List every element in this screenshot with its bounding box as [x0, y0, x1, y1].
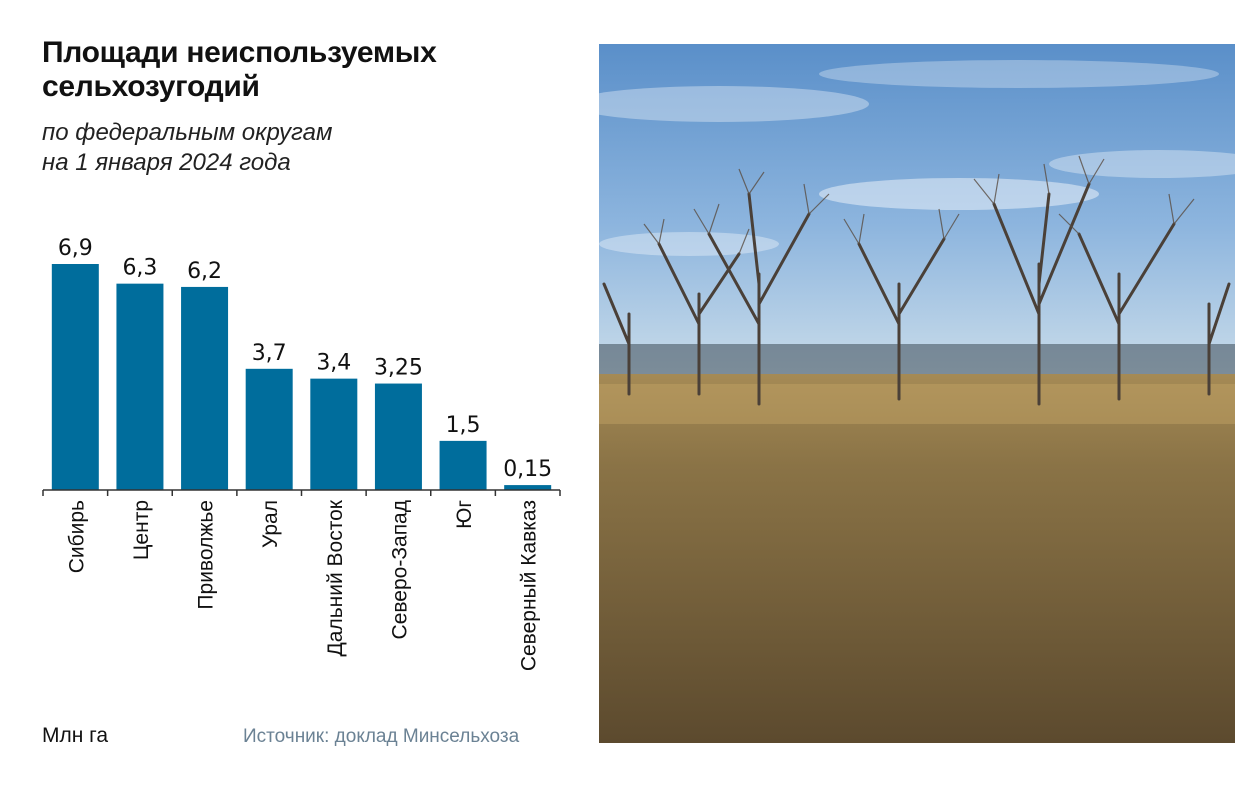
- bar-2: [116, 283, 164, 490]
- bar-value-label: 3,7: [252, 341, 287, 366]
- bar-8: [504, 485, 552, 490]
- chart-title: Площади неиспользуемых сельхозугодий: [42, 36, 562, 104]
- landscape-photo-illustration: [599, 44, 1235, 743]
- category-label: Приволжье: [195, 500, 218, 610]
- bar-3: [181, 286, 229, 490]
- category-label: Центр: [130, 500, 153, 560]
- bar-value-label: 3,4: [316, 351, 351, 376]
- bar-4: [245, 368, 293, 490]
- bar-value-label: 3,25: [374, 356, 423, 381]
- chart-title-line-1: Площади неиспользуемых: [42, 36, 437, 69]
- bar-value-label: 1,5: [446, 413, 481, 438]
- bar-6: [374, 383, 422, 490]
- category-label: Урал: [259, 500, 282, 548]
- bar-value-label: 6,2: [187, 259, 222, 284]
- bar-5: [310, 378, 358, 490]
- category-label: Сибирь: [65, 500, 88, 573]
- bar-7: [439, 440, 487, 490]
- bar-value-label: 6,3: [122, 256, 157, 281]
- category-label: Северный Кавказ: [518, 500, 541, 671]
- chart-subtitle-line-2: на 1 января 2024 года: [42, 149, 291, 176]
- category-label: Дальний Восток: [324, 499, 347, 656]
- chart-title-line-2: сельхозугодий: [42, 70, 260, 103]
- bar-chart: 6,9 Сибирь 6,3 Центр 6,2 Приволжье 3,7 Урал 3,4 Д…: [42, 236, 561, 671]
- category-label: Северо-Запад: [388, 500, 411, 639]
- photo-bare-trees-field: [599, 44, 1235, 743]
- chart-subtitle: по федеральным округам на 1 января 2024 …: [42, 118, 562, 178]
- bar-value-label: 6,9: [58, 236, 93, 261]
- chart-subtitle-line-1: по федеральным округам: [42, 119, 333, 146]
- category-label: Юг: [453, 500, 476, 529]
- bar-value-label: 0,15: [503, 457, 552, 482]
- bar-1: [51, 264, 99, 490]
- unit-label: Млн га: [42, 724, 109, 747]
- source-note: Источник: доклад Минсельхоза: [243, 726, 520, 747]
